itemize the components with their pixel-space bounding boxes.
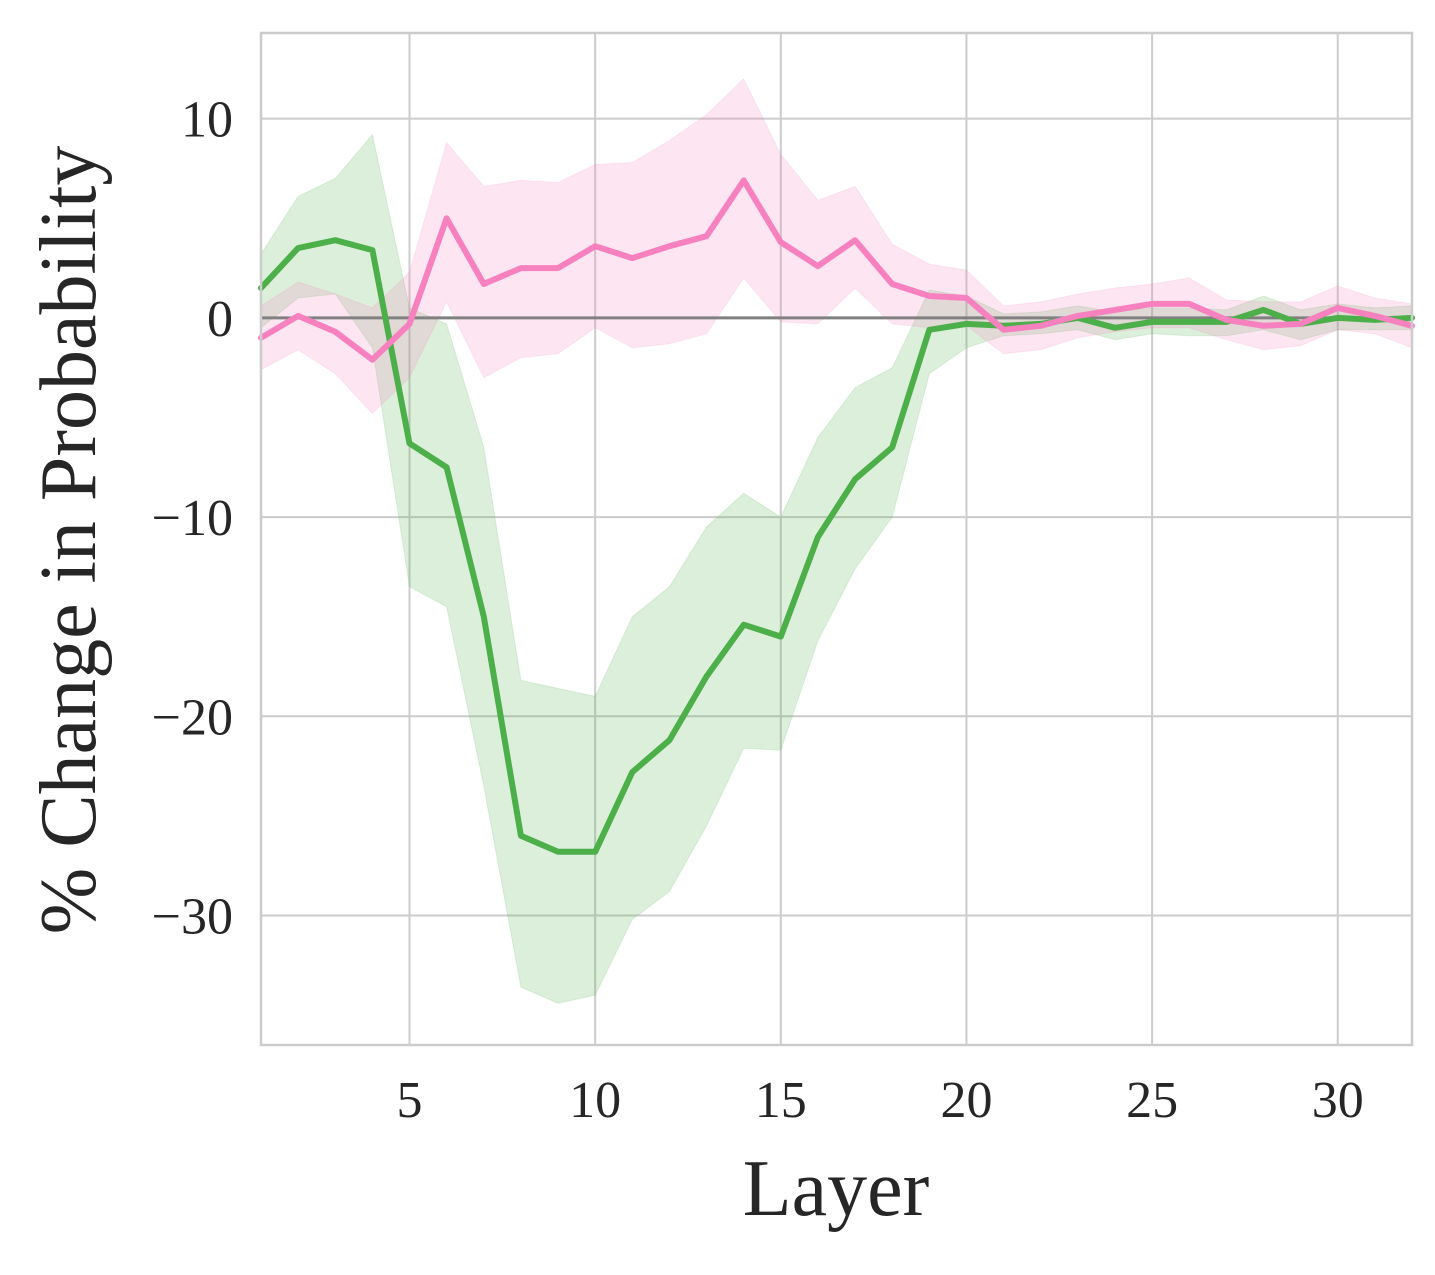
x-tick-label: 30 xyxy=(1312,1072,1364,1129)
x-tick-label: 20 xyxy=(940,1072,992,1129)
x-tick-labels: 5 10 15 20 25 30 xyxy=(397,1072,1364,1129)
y-tick-label: −30 xyxy=(152,889,233,946)
y-tick-label: 0 xyxy=(207,291,233,348)
x-tick-label: 5 xyxy=(397,1072,423,1129)
series-2-line xyxy=(258,177,1415,363)
y-axis-label: % Change in Probability xyxy=(25,146,113,935)
series-1-line xyxy=(258,237,1415,855)
plot-frame xyxy=(259,31,1414,1047)
x-tick-label: 25 xyxy=(1126,1072,1178,1129)
y-tick-label: 10 xyxy=(181,92,233,149)
y-tick-label: −10 xyxy=(152,490,233,547)
series-lines xyxy=(258,177,1415,855)
y-tick-label: −20 xyxy=(152,689,233,746)
plot-background xyxy=(261,33,1412,1045)
x-tick-label: 15 xyxy=(755,1072,807,1129)
y-tick-labels: 10 0 −10 −20 −30 xyxy=(152,92,233,946)
confidence-bands xyxy=(260,77,1413,1004)
x-tick-label: 10 xyxy=(569,1072,621,1129)
x-axis-label: Layer xyxy=(743,1145,930,1233)
